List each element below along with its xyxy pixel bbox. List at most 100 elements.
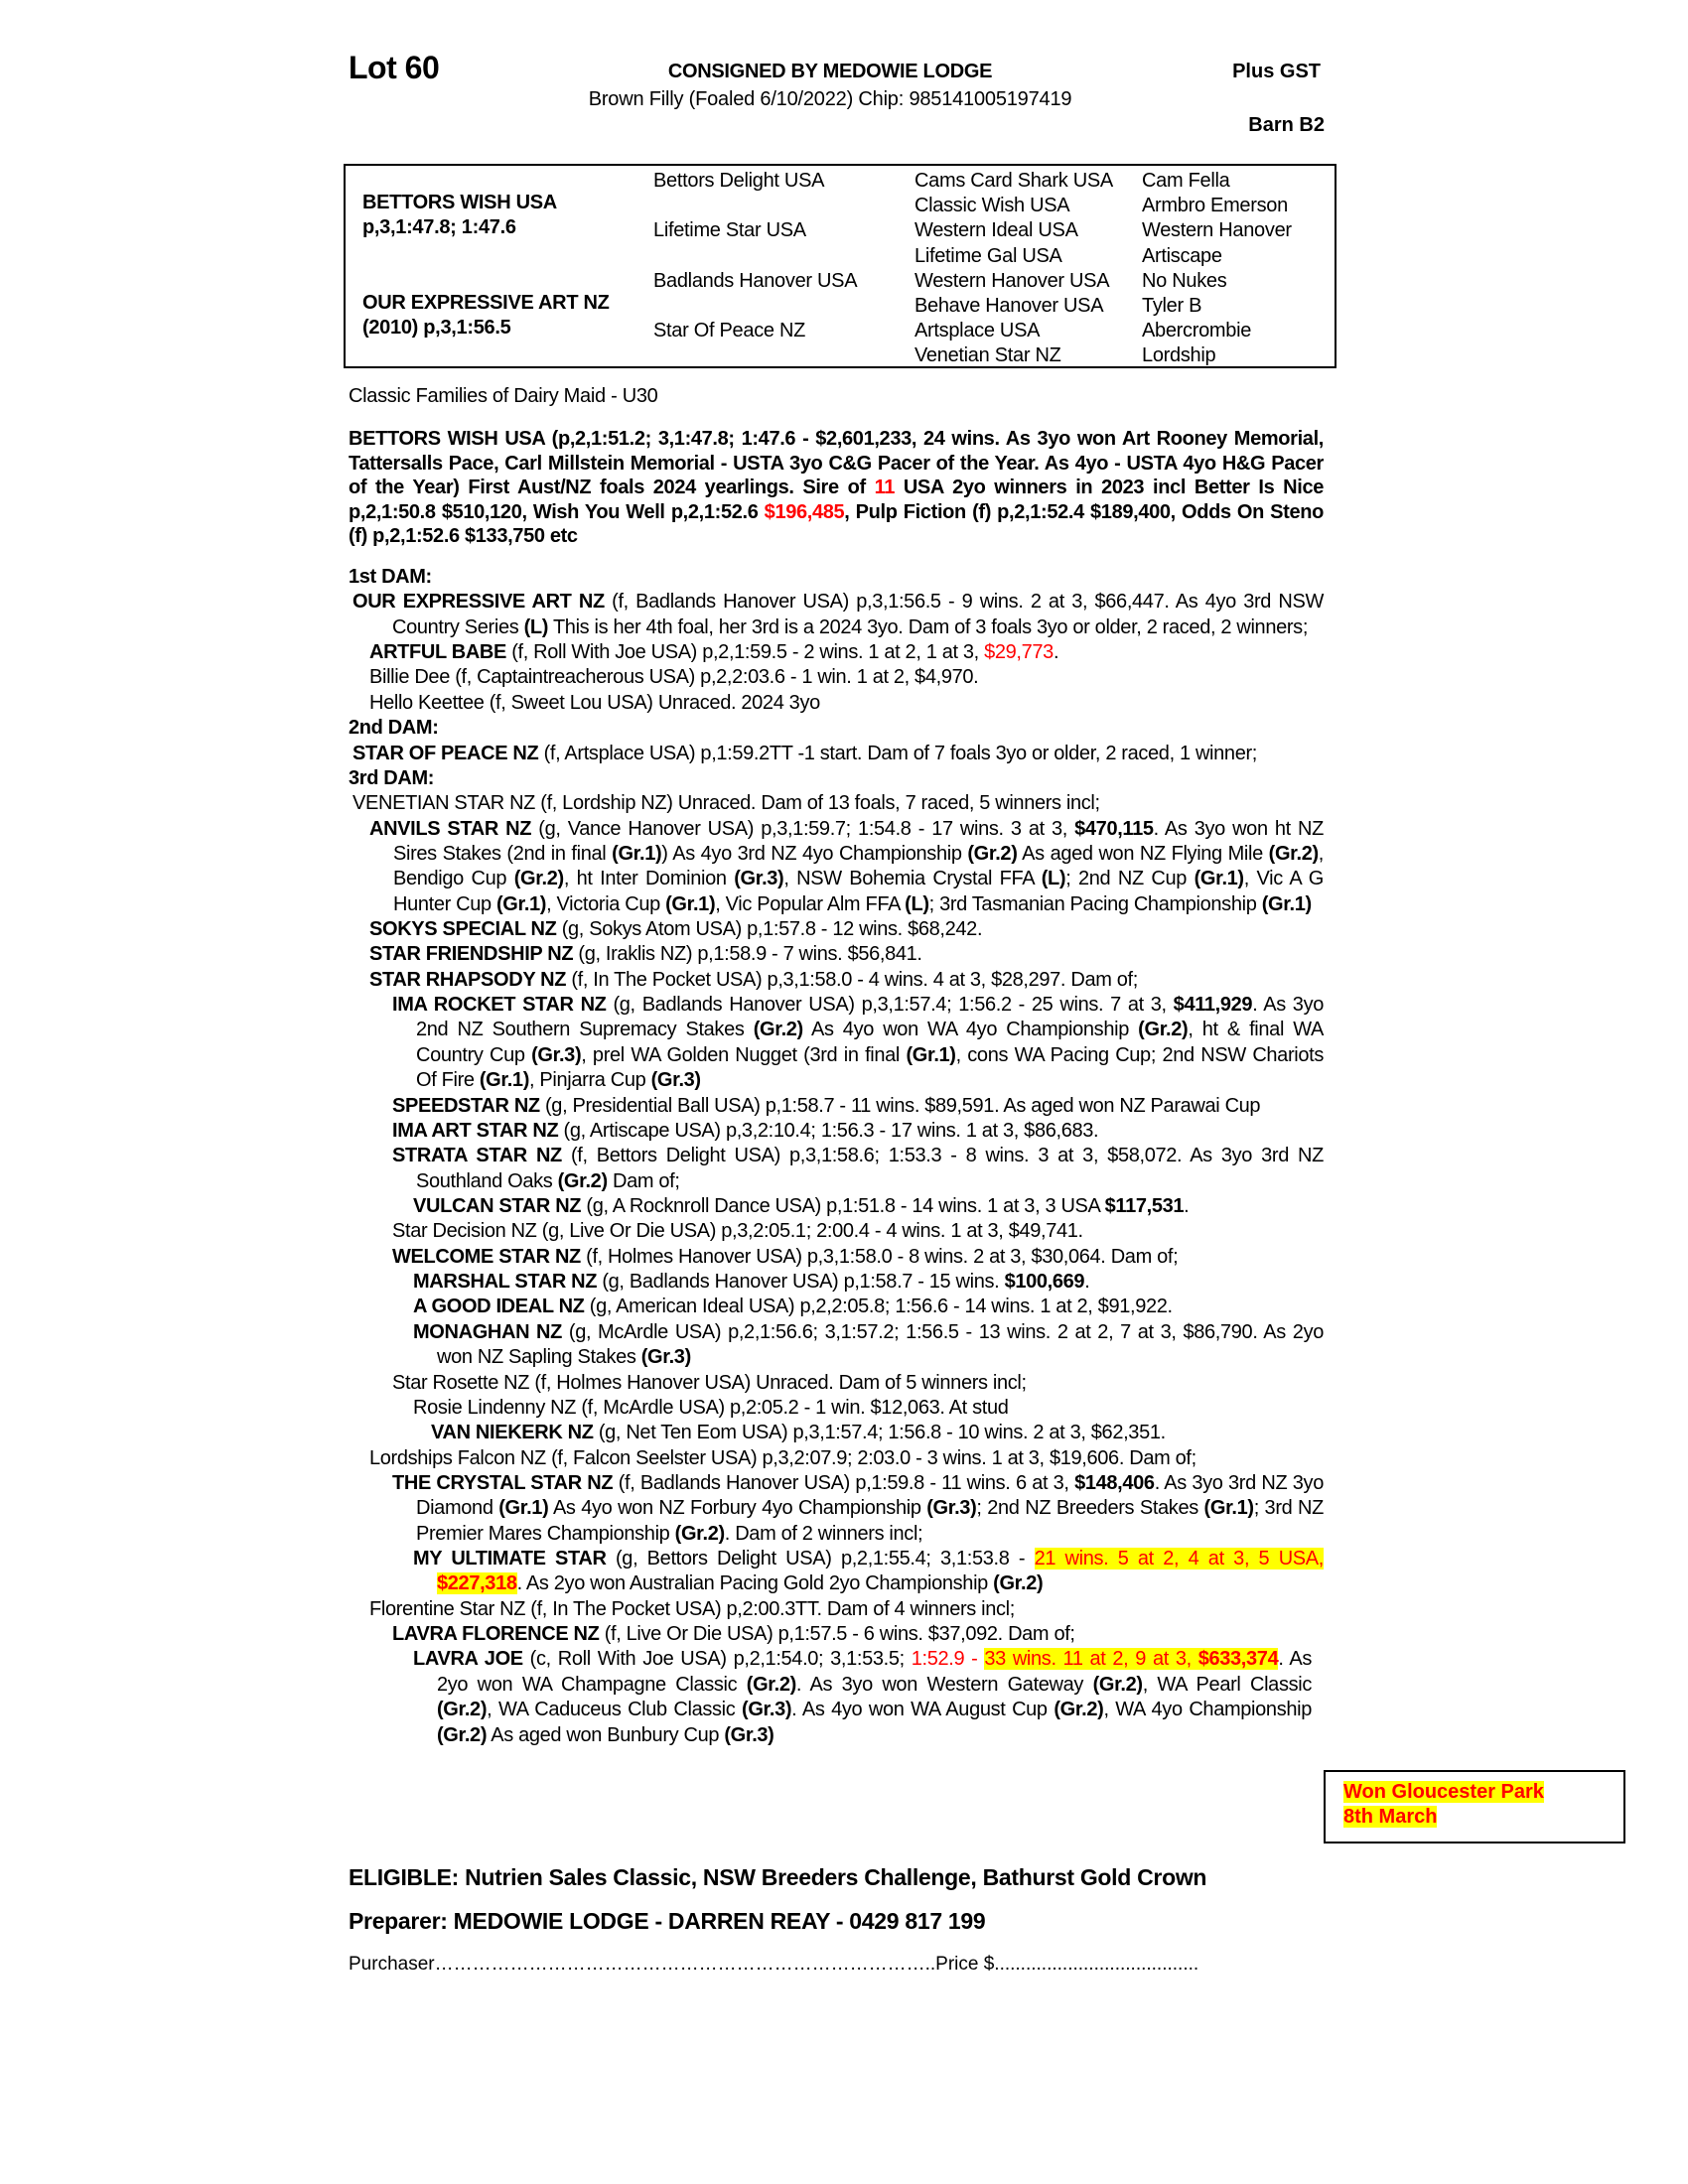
entry-segment: Billie Dee (f, Captaintreacherous USA) p… (369, 666, 979, 689)
entry-segment: LAVRA JOE (413, 1648, 523, 1671)
pedigree-gen2: Lifetime Star USA (653, 219, 806, 242)
entry-segment: ; 2nd NZ Breeders Stakes (976, 1497, 1204, 1520)
entry-segment: ) As 4yo 3rd NZ 4yo Championship (661, 842, 968, 865)
entry-segment: As aged won Bunbury Cup (487, 1723, 725, 1746)
section-heading: 2nd DAM: (349, 717, 439, 740)
entry-segment: Star Rosette NZ (f, Holmes Hanover USA) … (392, 1371, 1027, 1394)
entry-segment: (f, Roll With Joe USA) p,2,1:59.5 - 2 wi… (506, 641, 985, 664)
plus-gst-label: Plus GST (1232, 61, 1321, 82)
entry-segment: VAN NIEKERK NZ (431, 1422, 594, 1444)
entry-segment: (Gr.3) (724, 1723, 774, 1746)
entry-segment: (Gr.3) (742, 1699, 792, 1721)
entry-segment: . (1053, 641, 1059, 664)
pedigree-gen2: Badlands Hanover USA (653, 269, 858, 292)
entry-segment: $633,374 (1197, 1648, 1279, 1671)
section-heading: 1st DAM: (349, 566, 432, 588)
entry-segment: (Gr.1) (612, 842, 662, 865)
entry-segment: (g, McArdle USA) p,2,1:56.6; 3,1:57.2; 1… (437, 1320, 1325, 1369)
note-line: Won Gloucester Park (1343, 1781, 1544, 1803)
entry-segment: (Gr.1) (498, 1497, 549, 1520)
entry-segment: (Gr.1) (1194, 868, 1244, 890)
dam-sections: 1st DAM: OUR EXPRESSIVE ART NZ (f, Badlan… (349, 565, 1324, 1748)
pedigree-gen3: Western Hanover USA (914, 269, 1110, 292)
entry-segment: (Gr.1) (906, 1043, 956, 1066)
entry-segment: (Gr.3) (650, 1069, 701, 1092)
entry-segment: (g, Sokys Atom USA) p,1:57.8 - 12 wins. … (556, 918, 983, 941)
entry-segment: (f, Badlands Hanover USA) p,3,1:56.5 - 9… (392, 591, 1324, 638)
sire-name: BETTORS WISH USA (362, 192, 557, 213)
pedigree-gen2: Star Of Peace NZ (653, 320, 806, 342)
entry-segment: . As 2yo won Australian Pacing Gold 2yo … (516, 1572, 994, 1595)
race-note-box: Won Gloucester Park 8th March (1324, 1770, 1625, 1843)
pedigree-gen4: Abercrombie (1142, 320, 1252, 342)
entry-segment: (L) (523, 615, 549, 638)
pedigree-entry: Billie Dee (f, Captaintreacherous USA) p… (349, 665, 1324, 690)
eligibility: ELIGIBLE: Nutrien Sales Classic, NSW Bre… (349, 1864, 1207, 1890)
entry-segment: (Gr.2) (746, 1673, 796, 1696)
pedigree-entry: OUR EXPRESSIVE ART NZ (f, Badlands Hanov… (349, 590, 1324, 640)
entry-segment: , ht Inter Dominion (563, 868, 735, 890)
purchaser-price-line: Purchaser……………………………………………………………………..Pri… (349, 1954, 1199, 1975)
entry-segment: (Gr.3) (926, 1497, 977, 1520)
family-line: Classic Families of Dairy Maid - U30 (349, 385, 658, 407)
entry-segment: ; 2nd NZ Cup (1065, 868, 1195, 890)
entry-segment: $148,406 (1074, 1471, 1155, 1494)
entry-segment: (g, Net Ten Eom USA) p,3,1:57.4; 1:56.8 … (593, 1422, 1166, 1444)
entry-segment: . As 3yo 3rd NZ 3yo Diamond (416, 1471, 1324, 1520)
sire-record: p,3,1:47.8; 1:47.6 (362, 216, 516, 238)
entry-segment: (f, Bettors Delight USA) p,3,1:58.6; 1:5… (416, 1145, 1324, 1192)
entry-segment: (Gr.2) (753, 1019, 803, 1041)
entry-segment: (Gr.1) (1203, 1497, 1254, 1520)
entry-segment: STAR OF PEACE NZ (352, 742, 539, 764)
entry-segment: , WA Caduceus Club Classic (487, 1699, 743, 1721)
entry-segment: , WA 4yo Championship (1103, 1699, 1312, 1721)
entry-segment: (c, Roll With Joe USA) p,2,1:54.0; 3,1:5… (522, 1648, 912, 1671)
entry-segment: (Gr.3) (734, 868, 784, 890)
entry-segment: , Vic A G Hunter Cup (393, 868, 1324, 915)
entry-segment: Hello Keettee (f, Sweet Lou USA) Unraced… (369, 691, 820, 714)
pedigree-entry: VENETIAN STAR NZ (f, Lordship NZ) Unrace… (349, 791, 1324, 816)
pedigree-entry: Lordships Falcon NZ (f, Falcon Seelster … (349, 1446, 1324, 1471)
entry-segment: (g, American Ideal USA) p,2,2:05.8; 1:56… (584, 1296, 1173, 1318)
pedigree-gen3: Lifetime Gal USA (914, 244, 1062, 267)
pedigree-entry: STAR OF PEACE NZ (f, Artsplace USA) p,1:… (349, 742, 1324, 766)
entry-segment: MONAGHAN NZ (413, 1320, 563, 1343)
entry-segment: ANVILS STAR NZ (369, 817, 532, 840)
entry-segment: , ht & final WA Country Cup (416, 1019, 1325, 1066)
entry-segment: $411,929 (1173, 994, 1253, 1017)
entry-segment: . As 3yo won Western Gateway (795, 1673, 1093, 1696)
entry-segment: , Pinjarra Cup (529, 1069, 651, 1092)
pedigree-gen3: Cams Card Shark USA (914, 170, 1113, 192)
pedigree-table: BETTORS WISH USA p,3,1:47.8; 1:47.6 OUR … (344, 164, 1336, 368)
pedigree-gen3: Western Ideal USA (914, 219, 1078, 242)
pedigree-entry: WELCOME STAR NZ (f, Holmes Hanover USA) … (349, 1245, 1324, 1270)
entry-segment: . As 4yo won WA August Cup (791, 1699, 1055, 1721)
entry-segment: VULCAN STAR NZ (413, 1194, 582, 1217)
entry-segment: (L) (905, 892, 929, 915)
entry-segment: . As 2yo won WA Champagne Classic (437, 1648, 1312, 1696)
pedigree-entry: ANVILS STAR NZ (g, Vance Hanover USA) p,… (349, 817, 1324, 917)
entry-segment: (Gr.2) (557, 1169, 608, 1192)
entry-segment: (g, Badlands Hanover USA) p,1:58.7 - 15 … (597, 1271, 1005, 1294)
pedigree-gen3: Artsplace USA (914, 320, 1041, 342)
pedigree-entry: MY ULTIMATE STAR (g, Bettors Delight USA… (349, 1547, 1324, 1597)
entry-segment: STAR FRIENDSHIP NZ (369, 943, 574, 966)
entry-segment: THE CRYSTAL STAR NZ (392, 1471, 614, 1494)
pedigree-entry: MONAGHAN NZ (g, McArdle USA) p,2,1:56.6;… (349, 1320, 1324, 1371)
entry-segment: OUR EXPRESSIVE ART NZ (352, 591, 605, 614)
entry-segment: (g, A Rocknroll Dance USA) p,1:51.8 - 14… (581, 1194, 1105, 1217)
preparer: Preparer: MEDOWIE LODGE - DARREN REAY - … (349, 1908, 986, 1934)
entry-segment: (Gr.2) (513, 868, 564, 890)
pedigree-entry: Star Decision NZ (g, Live Or Die USA) p,… (349, 1219, 1324, 1244)
entry-segment: (f, Artsplace USA) p,1:59.2TT -1 start. … (538, 742, 1258, 764)
horse-description: Brown Filly (Foaled 6/10/2022) Chip: 985… (588, 88, 1072, 110)
entry-segment: (Gr.2) (674, 1522, 725, 1545)
pedigree-gen3: Venetian Star NZ (914, 344, 1061, 367)
entry-segment: (Gr.3) (531, 1043, 582, 1066)
barn-label: Barn B2 (1248, 114, 1325, 136)
entry-segment: MARSHAL STAR NZ (413, 1271, 598, 1294)
pedigree-entry: A GOOD IDEAL NZ (g, American Ideal USA) … (349, 1295, 1324, 1319)
entry-segment: (f, Badlands Hanover USA) p,1:59.8 - 11 … (613, 1471, 1075, 1494)
pedigree-entry: SOKYS SPECIAL NZ (g, Sokys Atom USA) p,1… (349, 917, 1324, 942)
entry-segment: , Bendigo Cup (393, 842, 1325, 890)
